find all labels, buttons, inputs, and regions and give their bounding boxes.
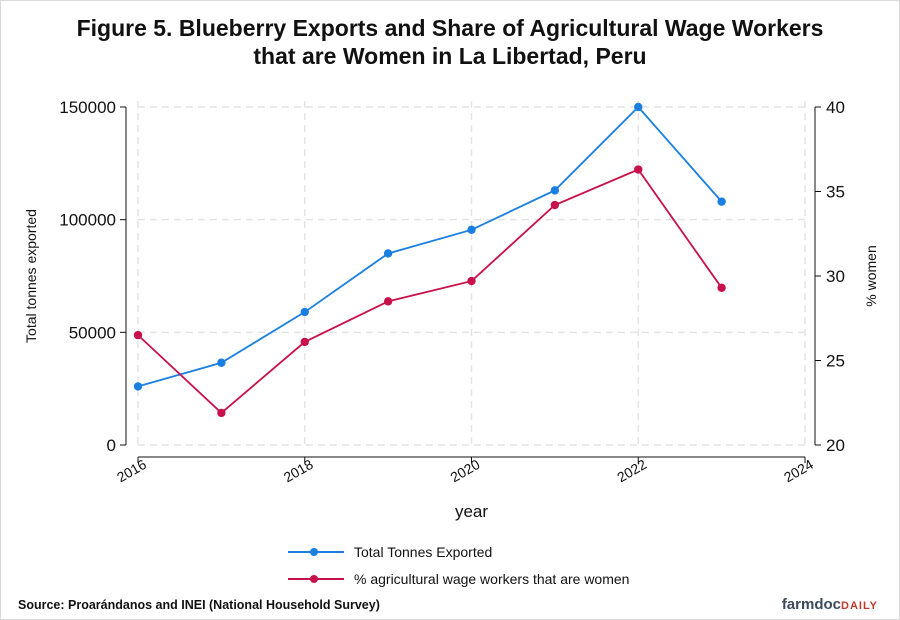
data-point-women — [300, 337, 309, 347]
series-line-tonnes — [137, 105, 723, 388]
chart-title: Figure 5. Blueberry Exports and Share of… — [0, 14, 900, 70]
legend-key-tonnes — [288, 546, 344, 558]
data-point-tonnes — [133, 382, 143, 391]
source-note: Source: Proarándanos and INEI (National … — [18, 598, 380, 612]
series-layer — [133, 102, 726, 418]
y-right-tick-label: 30 — [826, 267, 845, 286]
x-tick-label: 2022 — [614, 456, 649, 486]
y-axis-right-label: % women — [863, 245, 879, 306]
y-right-tick-label: 20 — [826, 436, 845, 455]
axes: 2016 2018 2020 2022 2024 0 50000 100000 150000 20… — [59, 98, 845, 485]
data-point-women — [217, 408, 226, 418]
data-point-women — [467, 276, 476, 286]
y-right-tick-label: 40 — [826, 98, 845, 117]
data-point-tonnes — [634, 102, 643, 112]
brand-logo: farmdocDAILY — [781, 596, 878, 613]
data-point-tonnes — [467, 225, 476, 235]
data-point-women — [383, 297, 393, 306]
x-tick-label: 2018 — [281, 456, 316, 486]
x-axis-label: year — [455, 502, 488, 521]
legend-label-tonnes: Total Tonnes Exported — [354, 543, 493, 560]
y-axis-left-label: Total tonnes exported — [23, 209, 39, 343]
y-left-tick-label: 100000 — [59, 211, 116, 230]
y-left-tick-label: 0 — [107, 436, 116, 455]
x-tick-label: 2020 — [448, 456, 483, 486]
data-point-women — [133, 330, 143, 340]
data-point-women — [634, 165, 643, 174]
legend-item-women: % agricultural wage workers that are wom… — [288, 565, 629, 592]
data-point-tonnes — [383, 249, 393, 258]
y-left-tick-label: 50000 — [69, 323, 116, 342]
y-left-tick-label: 150000 — [59, 98, 116, 117]
data-point-tonnes — [300, 307, 309, 317]
chart-title-line-1: Figure 5. Blueberry Exports and Share of… — [76, 15, 824, 41]
y-right-tick-label: 25 — [826, 352, 845, 371]
legend-key-women — [288, 573, 344, 585]
gridlines — [137, 101, 807, 446]
y-right-tick-label: 35 — [826, 183, 845, 202]
x-tick-label: 2016 — [114, 456, 149, 486]
legend-item-tonnes: Total Tonnes Exported — [288, 538, 629, 565]
series-line-women — [137, 168, 723, 415]
legend: Total Tonnes Exported % agricultural wag… — [288, 538, 629, 592]
data-point-tonnes — [550, 186, 560, 195]
data-point-women — [717, 283, 726, 293]
legend-label-women: % agricultural wage workers that are wom… — [354, 570, 630, 587]
chart-title-line-2: that are Women in La Libertad, Peru — [253, 43, 647, 69]
data-point-women — [550, 200, 560, 210]
x-tick-label: 2024 — [781, 456, 816, 486]
data-point-tonnes — [217, 358, 226, 367]
data-point-tonnes — [717, 197, 726, 206]
